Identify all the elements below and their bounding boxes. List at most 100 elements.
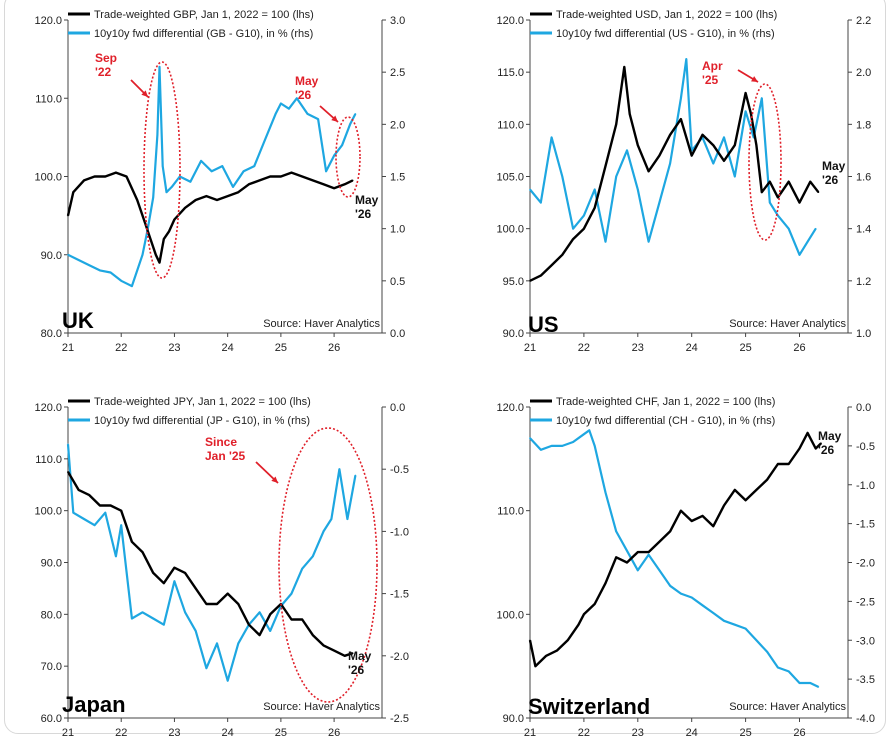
data-point-lhs: [777, 463, 779, 465]
data-point-rhs: [120, 280, 122, 282]
data-point-lhs: [258, 634, 261, 636]
annotation-arrowhead: [331, 115, 338, 122]
data-point-rhs: [809, 682, 812, 684]
annotation-line: '26: [295, 88, 312, 102]
data-point-rhs: [104, 511, 107, 514]
x-tick-label: 25: [739, 342, 751, 354]
data-point-rhs: [798, 254, 801, 256]
data-point-lhs: [163, 238, 165, 240]
data-point-lhs: [125, 175, 128, 178]
data-point-lhs: [583, 613, 585, 616]
annotation-line: May: [355, 193, 379, 207]
data-point-lhs: [312, 179, 314, 182]
data-point-lhs: [814, 447, 817, 450]
x-tick-label: 26: [793, 342, 805, 354]
data-point-rhs: [290, 592, 293, 595]
data-point-rhs: [806, 240, 809, 243]
data-point-lhs: [626, 561, 628, 564]
data-point-lhs: [248, 623, 250, 626]
data-point-rhs: [226, 679, 229, 682]
x-tick-label: 25: [739, 727, 751, 739]
data-point-lhs: [184, 207, 186, 209]
data-point-rhs: [761, 97, 763, 100]
data-point-lhs: [226, 195, 229, 197]
data-point-lhs: [701, 515, 704, 517]
card-border: [4, 0, 886, 734]
data-point-lhs: [798, 447, 801, 450]
annotation-line: May: [818, 429, 842, 443]
data-point-rhs: [131, 285, 133, 287]
annotation-line: May: [348, 649, 372, 663]
data-point-lhs: [237, 603, 240, 605]
data-point-rhs: [194, 630, 197, 632]
y-right-tick-label: 0.0: [390, 402, 405, 414]
series-line-rhs: [66, 444, 357, 682]
data-point-rhs: [141, 254, 144, 256]
data-point-lhs: [529, 639, 531, 642]
data-point-lhs: [572, 238, 574, 240]
series-line-lhs: [66, 471, 354, 657]
data-point-lhs: [99, 504, 101, 507]
y-right-tick-label: 1.2: [856, 276, 871, 288]
data-point-lhs: [322, 183, 325, 186]
data-point-lhs: [290, 618, 293, 621]
source-note: Source: Haver Analytics: [263, 318, 380, 330]
data-point-lhs: [647, 551, 650, 553]
annotation-label: May '26: [355, 193, 379, 221]
legend-label-rhs: 10y10y fwd differential (GB - G10), in %…: [94, 28, 313, 40]
data-point-rhs: [338, 468, 341, 471]
data-point-rhs: [712, 612, 715, 614]
x-tick-label: 26: [328, 342, 340, 354]
x-tick-label: 24: [222, 342, 234, 354]
data-point-rhs: [604, 240, 607, 243]
data-point-rhs: [242, 170, 245, 173]
data-point-rhs: [161, 165, 164, 167]
data-point-lhs: [787, 180, 790, 183]
data-point-lhs: [205, 195, 208, 197]
data-point-rhs: [626, 149, 628, 152]
x-tick-label: 23: [632, 727, 644, 739]
data-point-lhs: [269, 613, 272, 616]
data-point-rhs: [755, 639, 758, 642]
data-point-rhs: [658, 201, 661, 204]
y-left-tick-label: 105.0: [496, 172, 524, 184]
data-point-lhs: [226, 592, 229, 595]
data-point-lhs: [194, 199, 197, 201]
data-point-lhs: [593, 603, 596, 605]
y-right-tick-label: 0.0: [390, 328, 405, 340]
data-point-lhs: [343, 183, 346, 186]
data-point-lhs: [566, 639, 569, 642]
data-point-rhs: [540, 201, 542, 204]
annotation-line: Jan '25: [205, 449, 246, 463]
data-point-lhs: [322, 644, 325, 647]
data-point-lhs: [556, 649, 558, 652]
data-point-rhs: [322, 530, 325, 533]
y-left-tick-label: 100.0: [496, 609, 524, 621]
panel-uk: 21 22 23 24 25 26 80.0 90.0 100.0 110.0 120.0 0.0 0.…: [34, 9, 405, 354]
data-point-rhs: [296, 97, 298, 100]
series-line-rhs: [67, 65, 357, 288]
data-point-lhs: [637, 551, 639, 553]
data-point-lhs: [77, 489, 80, 491]
data-point-rhs: [165, 191, 168, 193]
data-point-rhs: [615, 175, 617, 178]
y-right-tick-label: -1.0: [390, 526, 409, 538]
data-point-lhs: [766, 478, 768, 481]
data-point-lhs: [604, 582, 607, 584]
data-point-lhs: [545, 655, 547, 657]
data-point-lhs: [136, 199, 138, 201]
data-point-lhs: [120, 509, 122, 512]
x-tick-label: 26: [328, 727, 340, 739]
data-point-lhs: [744, 499, 747, 502]
y-right-tick-label: -3.5: [856, 674, 875, 686]
data-point-lhs: [104, 175, 107, 178]
data-point-lhs: [798, 201, 801, 204]
data-point-lhs: [216, 603, 218, 605]
x-tick-label: 24: [686, 727, 698, 739]
data-point-lhs: [343, 655, 346, 657]
y-left-tick-label: 60.0: [41, 713, 62, 725]
data-point-lhs: [723, 504, 725, 507]
data-point-rhs: [572, 441, 574, 443]
data-point-rhs: [637, 569, 639, 572]
data-point-rhs: [669, 162, 671, 165]
